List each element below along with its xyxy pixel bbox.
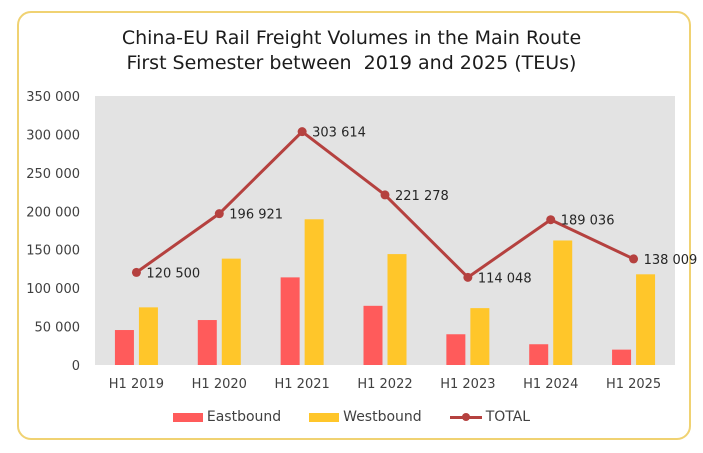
total-marker xyxy=(629,254,639,264)
total-marker xyxy=(546,215,556,225)
total-data-label: 221 278 xyxy=(395,189,449,204)
bar-eastbound xyxy=(280,277,300,365)
bar-eastbound xyxy=(612,349,632,365)
x-tick-label: H1 2021 xyxy=(275,377,330,392)
total-data-label: 196 921 xyxy=(229,208,283,223)
y-tick-label: 350 000 xyxy=(26,90,80,105)
total-marker xyxy=(214,209,224,219)
total-data-label: 114 048 xyxy=(478,271,532,286)
bar-eastbound xyxy=(446,334,466,365)
bar-eastbound xyxy=(197,320,217,365)
total-marker xyxy=(297,127,307,137)
y-tick-label: 300 000 xyxy=(26,128,80,143)
x-tick-label: H1 2020 xyxy=(192,377,247,392)
y-tick-label: 250 000 xyxy=(26,167,80,182)
total-data-label: 138 009 xyxy=(644,253,698,268)
y-tick-label: 200 000 xyxy=(26,205,80,220)
total-marker xyxy=(380,190,390,200)
eastbound-swatch-icon xyxy=(172,412,203,422)
bar-westbound xyxy=(470,308,490,365)
legend-label-westbound: Westbound xyxy=(343,409,422,425)
y-tick-label: 0 xyxy=(72,359,80,374)
bar-westbound xyxy=(636,274,656,365)
line-marker-icon xyxy=(449,411,482,423)
y-tick-label: 150 000 xyxy=(26,244,80,259)
legend: Eastbound Westbound TOTAL xyxy=(0,409,703,425)
bar-westbound xyxy=(553,240,573,365)
legend-item-westbound: Westbound xyxy=(309,409,422,425)
westbound-swatch-icon xyxy=(309,412,340,422)
total-marker xyxy=(463,272,473,282)
bar-westbound xyxy=(304,219,324,365)
chart-title-line-1: China-EU Rail Freight Volumes in the Mai… xyxy=(121,27,582,49)
legend-item-total: TOTAL xyxy=(449,409,531,425)
legend-label-total: TOTAL xyxy=(485,409,531,425)
bar-eastbound xyxy=(114,330,134,365)
bar-westbound xyxy=(387,254,407,365)
total-data-label: 120 500 xyxy=(146,266,200,281)
plot-area xyxy=(95,96,675,365)
total-marker xyxy=(131,267,141,277)
bar-westbound xyxy=(138,307,158,365)
y-tick-label: 50 000 xyxy=(35,321,81,336)
x-tick-label: H1 2019 xyxy=(109,377,164,392)
legend-label-eastbound: Eastbound xyxy=(206,409,282,425)
bar-eastbound xyxy=(363,305,383,365)
y-tick-label: 100 000 xyxy=(26,282,80,297)
chart-title-line-2: First Semester between 2019 and 2025 (TE… xyxy=(126,52,577,74)
bar-westbound xyxy=(221,258,241,365)
total-data-label: 303 614 xyxy=(312,126,366,141)
x-tick-label: H1 2023 xyxy=(440,377,495,392)
x-tick-label: H1 2022 xyxy=(357,377,412,392)
x-tick-label: H1 2025 xyxy=(606,377,661,392)
x-tick-label: H1 2024 xyxy=(523,377,578,392)
total-data-label: 189 036 xyxy=(561,214,615,229)
legend-item-eastbound: Eastbound xyxy=(172,409,282,425)
chart-title: China-EU Rail Freight Volumes in the Mai… xyxy=(0,26,703,76)
bar-eastbound xyxy=(529,344,549,365)
